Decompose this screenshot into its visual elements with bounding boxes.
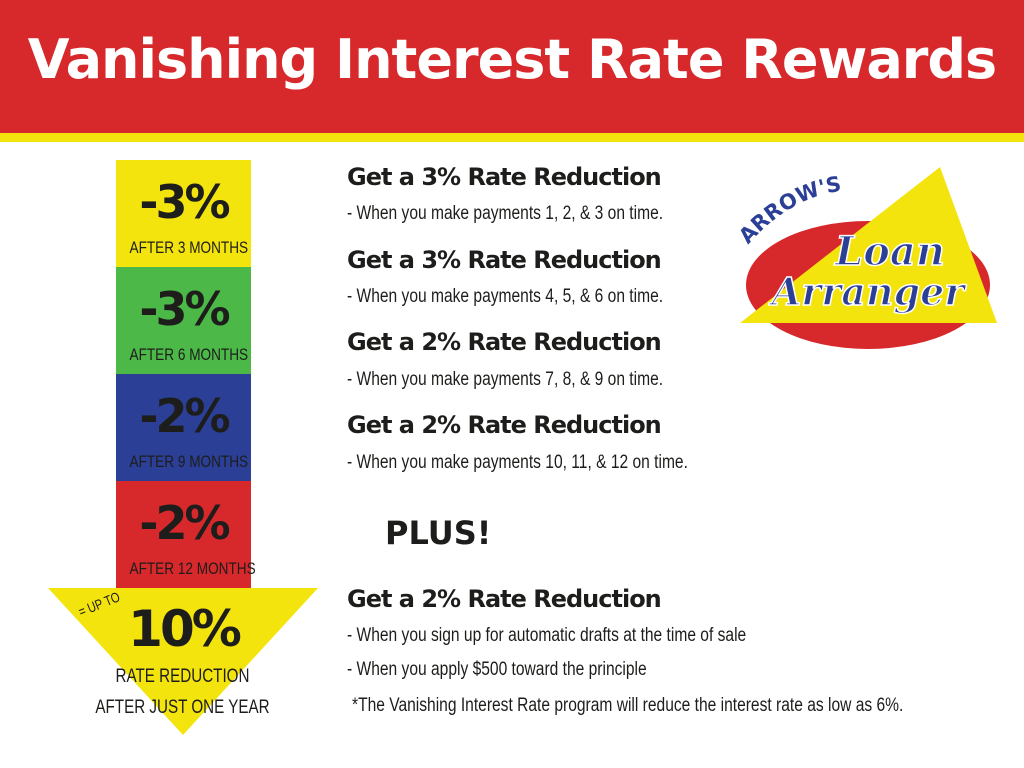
reward-line: - When you make payments 10, 11, & 12 on… [347, 452, 688, 473]
logo-line-1: Loan [834, 228, 945, 275]
plus-label: PLUS! [385, 514, 492, 552]
reward-line: - When you make payments 1, 2, & 3 on ti… [347, 203, 664, 224]
step-pct: -3% [139, 175, 230, 229]
total-line-1: RATE REDUCTION [115, 666, 250, 687]
logo-triangle [740, 167, 997, 323]
step-4: -2% AFTER 12 MONTHS [116, 481, 256, 588]
step-label: AFTER 3 MONTHS [129, 238, 249, 257]
reward-heading: Get a 2% Rate Reduction [347, 411, 662, 439]
reward-heading: Get a 3% Rate Reduction [347, 246, 662, 274]
step-pct: -2% [139, 389, 230, 443]
step-label: AFTER 9 MONTHS [129, 452, 249, 471]
header-stripe [0, 133, 1024, 142]
bonus-line: - When you apply $500 toward the princip… [347, 659, 647, 680]
logo: ARROW'S Loan Arranger [734, 167, 997, 349]
bonus-heading: Get a 2% Rate Reduction [347, 585, 662, 613]
total-pct: 10% [128, 600, 242, 658]
page-title: Vanishing Interest Rate Rewards [27, 28, 997, 91]
step-pct: -3% [139, 282, 230, 336]
logo-line-2: Arranger [769, 269, 968, 314]
bonus-line: - When you sign up for automatic drafts … [347, 625, 747, 646]
footnote: *The Vanishing Interest Rate program wil… [352, 695, 904, 716]
header-banner [0, 0, 1024, 133]
step-label: AFTER 6 MONTHS [129, 345, 249, 364]
reward-heading: Get a 2% Rate Reduction [347, 328, 662, 356]
total-line-2: AFTER JUST ONE YEAR [95, 697, 270, 718]
step-3: -2% AFTER 9 MONTHS [116, 374, 251, 481]
step-2: -3% AFTER 6 MONTHS [116, 267, 251, 374]
reward-line: - When you make payments 4, 5, & 6 on ti… [347, 286, 664, 307]
step-pct: -2% [139, 496, 230, 550]
step-label: AFTER 12 MONTHS [129, 559, 256, 578]
arrow-head [48, 588, 318, 735]
arrow-graphic [48, 588, 318, 735]
reward-heading: Get a 3% Rate Reduction [347, 163, 662, 191]
reward-line: - When you make payments 7, 8, & 9 on ti… [347, 369, 664, 390]
step-1: -3% AFTER 3 MONTHS [116, 160, 251, 267]
